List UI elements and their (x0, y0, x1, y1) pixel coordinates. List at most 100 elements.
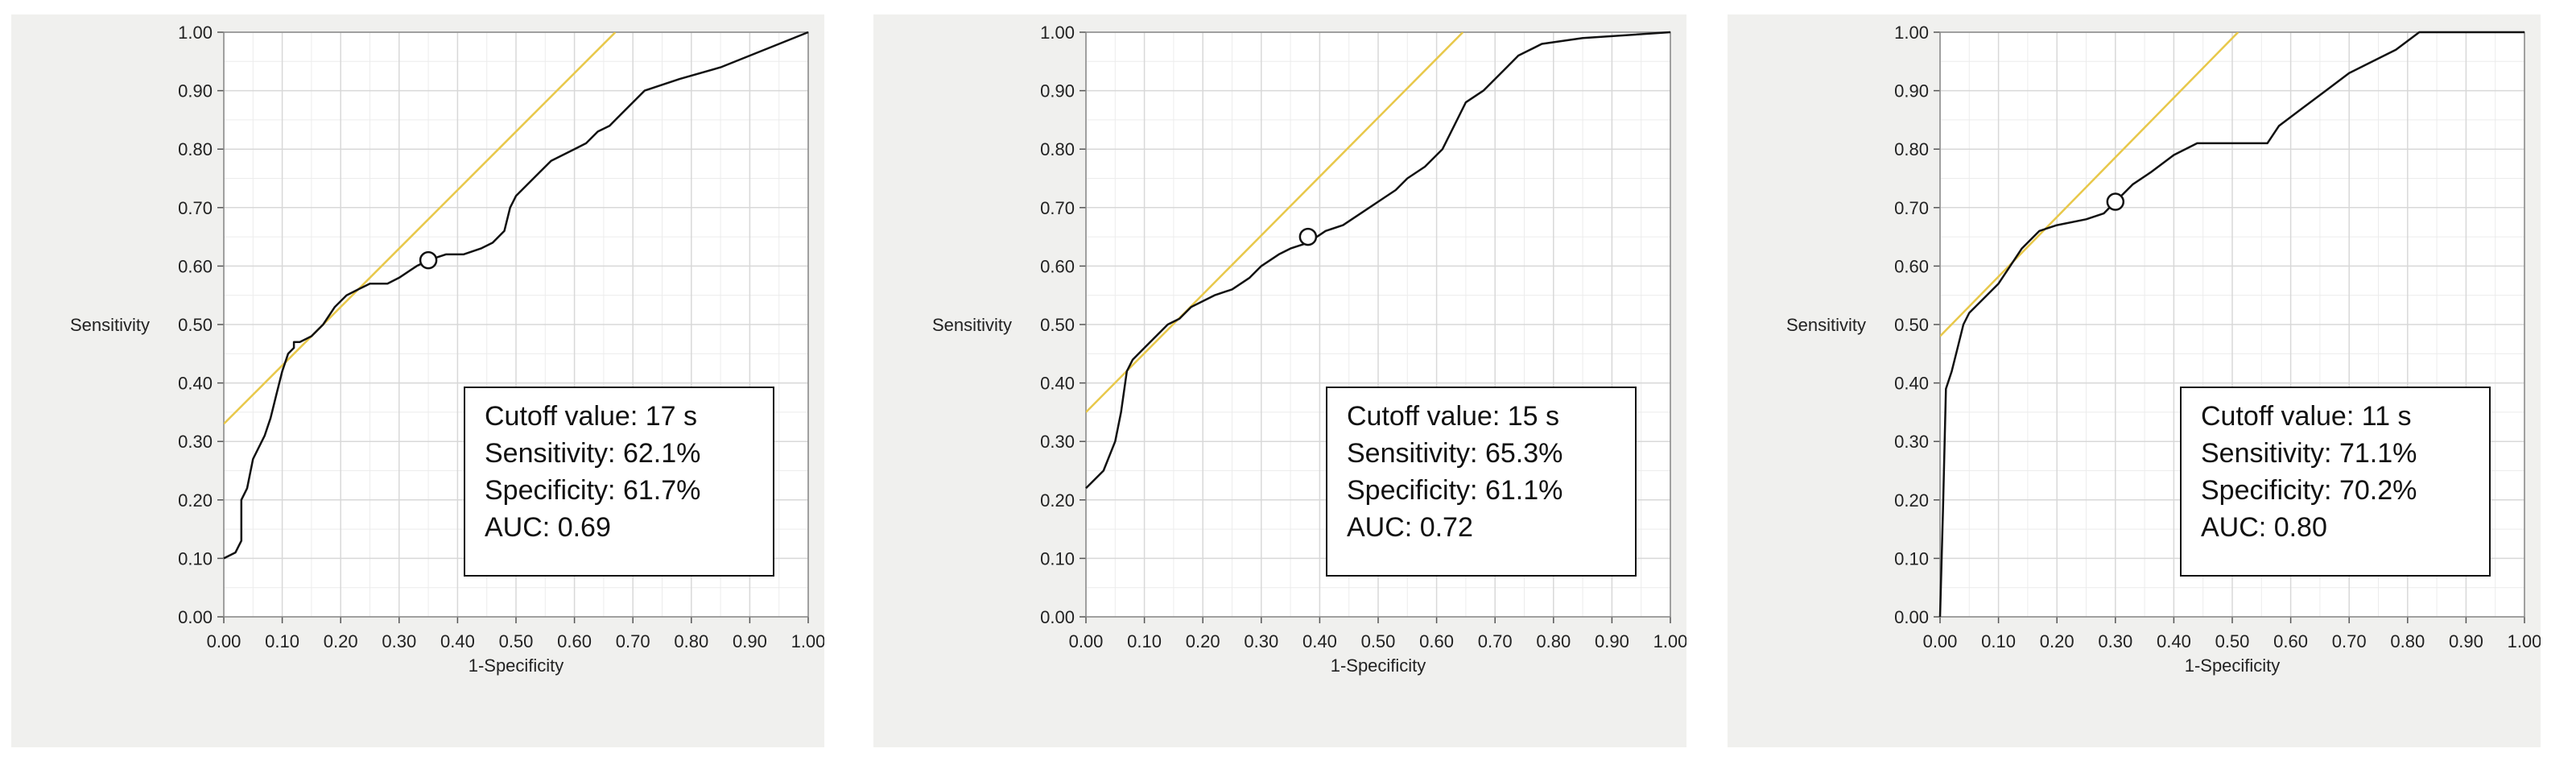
x-tick-label: 0.40 (440, 631, 475, 651)
cutoff-line: Cutoff value: 15 s (1347, 401, 1559, 432)
x-axis-label: 1-Specificity (1331, 655, 1426, 676)
x-tick-label: 0.40 (2157, 631, 2191, 651)
y-tick-label: 0.10 (178, 548, 213, 569)
y-tick-label: 0.70 (178, 198, 213, 218)
x-tick-label: 0.60 (1419, 631, 1454, 651)
y-tick-label: 0.40 (178, 374, 213, 394)
plot-frame (223, 31, 809, 618)
y-tick-label: 0.00 (178, 607, 213, 627)
x-tick-label: 0.20 (324, 631, 358, 651)
y-tick-label: 0.40 (1040, 374, 1075, 394)
x-tick-label: 0.30 (1244, 631, 1278, 651)
x-tick-label: 0.50 (499, 631, 534, 651)
y-tick-label: 0.40 (1894, 374, 1929, 394)
x-tick-label: 0.50 (2215, 631, 2250, 651)
x-tick-label: 0.60 (557, 631, 592, 651)
x-tick-label: 0.70 (2332, 631, 2367, 651)
stats-box-2: Cutoff value: 15 s Sensitivity: 65.3% Sp… (1326, 387, 1637, 577)
y-tick-label: 0.30 (1894, 432, 1929, 452)
specificity-line: Specificity: 61.7% (485, 475, 701, 506)
tangent-line (1940, 32, 2240, 337)
x-tick-label: 0.30 (2098, 631, 2132, 651)
plot-frame (1085, 31, 1671, 618)
tangent-line (224, 32, 617, 425)
y-tick-label: 0.20 (1040, 490, 1075, 511)
sensitivity-line: Sensitivity: 65.3% (1347, 438, 1563, 469)
x-axis-label: 1-Specificity (2185, 655, 2281, 676)
roc-panel-2: 0.00 0.00 0.10 0.10 0.20 0.20 0.30 0.30 0.40 0.40… (873, 14, 1686, 747)
y-tick-label: 0.60 (1894, 256, 1929, 276)
y-tick-label: 0.70 (1040, 198, 1075, 218)
x-tick-label: 1.00 (791, 631, 824, 651)
y-tick-label: 0.90 (178, 81, 213, 101)
x-tick-label: 1.00 (2508, 631, 2541, 651)
plot-frame (1939, 31, 2525, 618)
x-tick-label: 0.50 (1361, 631, 1396, 651)
y-tick-label: 0.10 (1040, 548, 1075, 569)
y-tick-label: 0.00 (1894, 607, 1929, 627)
y-tick-label: 0.90 (1040, 81, 1075, 101)
roc-curve (1085, 31, 1671, 490)
specificity-line: Specificity: 70.2% (2201, 475, 2417, 506)
x-tick-label: 0.10 (1127, 631, 1162, 651)
x-tick-label: 0.00 (207, 631, 242, 651)
y-tick-label: 0.20 (1894, 490, 1929, 511)
x-tick-label: 0.80 (2390, 631, 2425, 651)
x-tick-label: 0.90 (2449, 631, 2483, 651)
x-axis-label: 1-Specificity (469, 655, 564, 676)
y-tick-label: 0.60 (1040, 256, 1075, 276)
roc-panel-3: 0.00 0.00 0.10 0.10 0.20 0.20 0.30 0.30 0.40 0.40… (1728, 14, 2541, 747)
optimal-cutoff-point (2106, 192, 2125, 211)
x-tick-label: 0.80 (1536, 631, 1571, 651)
x-tick-label: 0.00 (1923, 631, 1958, 651)
tangent-line (1086, 32, 1464, 413)
x-tick-label: 0.90 (733, 631, 767, 651)
x-tick-label: 1.00 (1653, 631, 1686, 651)
x-tick-label: 0.40 (1302, 631, 1337, 651)
x-tick-label: 0.90 (1595, 631, 1629, 651)
y-tick-label: 0.80 (1040, 139, 1075, 159)
y-tick-label: 0.00 (1040, 607, 1075, 627)
x-tick-label: 0.00 (1069, 631, 1104, 651)
roc-chart-1: 0.00 0.00 0.10 0.10 0.20 0.20 0.30 0.30 0.40 0.40… (70, 23, 824, 676)
cutoff-line: Cutoff value: 17 s (485, 401, 697, 432)
y-tick-label: 0.20 (178, 490, 213, 511)
stats-box-3: Cutoff value: 11 s Sensitivity: 71.1% Sp… (2180, 387, 2491, 577)
y-tick-label: 0.30 (178, 432, 213, 452)
x-tick-label: 0.20 (2040, 631, 2074, 651)
stats-box-1: Cutoff value: 17 s Sensitivity: 62.1% Sp… (464, 387, 774, 577)
roc-chart-2: 0.00 0.00 0.10 0.10 0.20 0.20 0.30 0.30 0.40 0.40… (932, 23, 1686, 676)
y-axis-label: Sensitivity (932, 315, 1012, 335)
y-tick-label: 0.80 (178, 139, 213, 159)
y-tick-label: 1.00 (1040, 23, 1075, 43)
y-tick-label: 0.50 (178, 315, 213, 335)
x-tick-label: 0.20 (1186, 631, 1220, 651)
y-tick-label: 0.30 (1040, 432, 1075, 452)
sensitivity-line: Sensitivity: 62.1% (485, 438, 701, 469)
y-tick-label: 0.70 (1894, 198, 1929, 218)
auc-line: AUC: 0.69 (485, 512, 611, 543)
y-axis-label: Sensitivity (70, 315, 150, 335)
y-tick-label: 0.60 (178, 256, 213, 276)
auc-line: AUC: 0.80 (2201, 512, 2327, 543)
y-tick-label: 1.00 (1894, 23, 1929, 43)
y-tick-label: 0.50 (1894, 315, 1929, 335)
sensitivity-line: Sensitivity: 71.1% (2201, 438, 2417, 469)
roc-chart-3: 0.00 0.00 0.10 0.10 0.20 0.20 0.30 0.30 0.40 0.40… (1786, 23, 2541, 676)
y-tick-label: 1.00 (178, 23, 213, 43)
x-tick-label: 0.60 (2273, 631, 2308, 651)
x-tick-label: 0.70 (1478, 631, 1513, 651)
y-tick-label: 0.80 (1894, 139, 1929, 159)
x-tick-label: 0.80 (674, 631, 708, 651)
auc-line: AUC: 0.72 (1347, 512, 1473, 543)
y-axis-label: Sensitivity (1786, 315, 1866, 335)
cutoff-line: Cutoff value: 11 s (2201, 401, 2412, 432)
x-tick-label: 0.10 (265, 631, 299, 651)
x-tick-label: 0.70 (616, 631, 650, 651)
x-tick-label: 0.30 (382, 631, 416, 651)
optimal-cutoff-point (419, 250, 438, 270)
y-tick-label: 0.50 (1040, 315, 1075, 335)
y-tick-label: 0.90 (1894, 81, 1929, 101)
optimal-cutoff-point (1298, 227, 1318, 246)
specificity-line: Specificity: 61.1% (1347, 475, 1563, 506)
